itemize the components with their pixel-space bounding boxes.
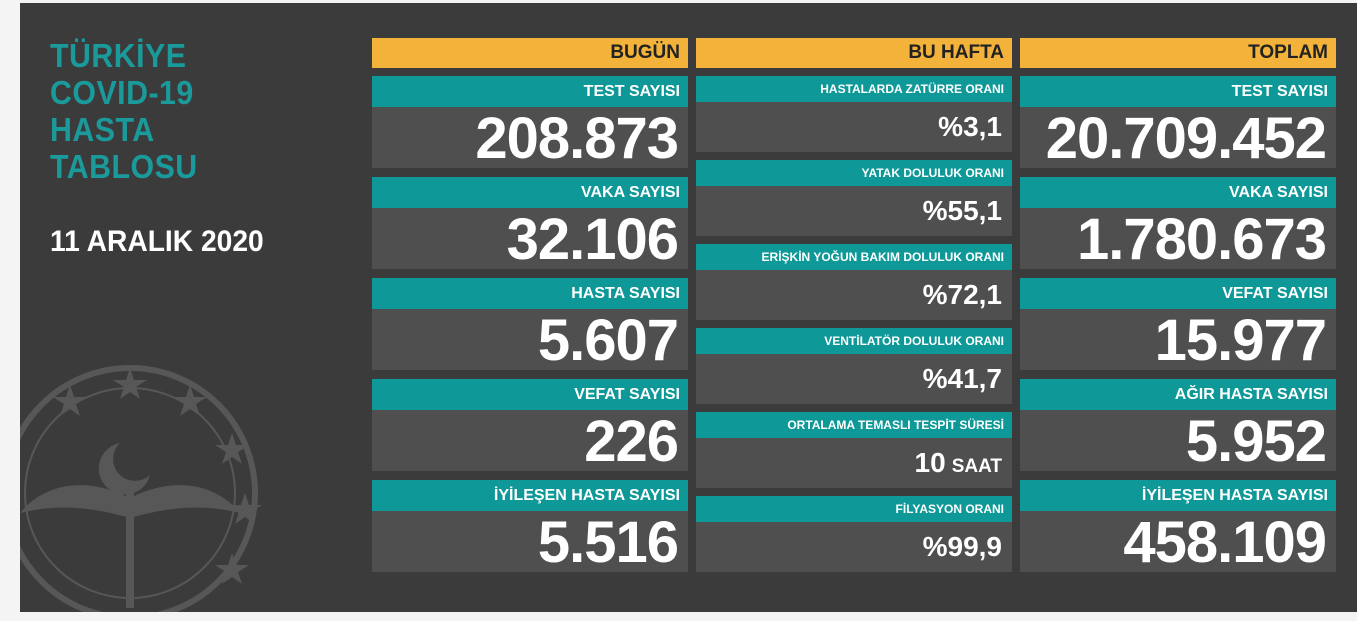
tile-week-bed-occupancy: YATAK DOLULUK ORANI %55,1 [696,160,1012,236]
tile-week-contact-time: ORTALAMA TEMASLI TESPİT SÜRESİ 10 SAAT [696,412,1012,488]
tile-total-deaths: VEFAT SAYISI 15.977 [1020,278,1336,370]
column-today: BUGÜN TEST SAYISI 208.873 VAKA SAYISI 32… [372,38,688,572]
tile-label: VAKA SAYISI [372,177,688,208]
tile-label: FİLYASYON ORANI [696,496,1012,522]
tile-value: 20.709.452 [1020,107,1336,168]
tile-label: TEST SAYISI [372,76,688,107]
tile-week-icu-occupancy: ERİŞKİN YOĞUN BAKIM DOLULUK ORANI %72,1 [696,244,1012,320]
tile-label: İYİLEŞEN HASTA SAYISI [1020,480,1336,511]
tile-value: 10 SAAT [696,438,1012,488]
tile-value: 5.607 [372,309,688,370]
tile-value: %41,7 [696,354,1012,404]
tile-label: ORTALAMA TEMASLI TESPİT SÜRESİ [696,412,1012,438]
tile-value: 208.873 [372,107,688,168]
tile-label: YATAK DOLULUK ORANI [696,160,1012,186]
column-header-week: BU HAFTA [696,38,1012,68]
tile-week-ventilator: VENTİLATÖR DOLULUK ORANI %41,7 [696,328,1012,404]
column-header-today: BUGÜN [372,38,688,68]
tile-label: AĞIR HASTA SAYISI [1020,379,1336,410]
ministry-emblem-icon [20,365,262,612]
tile-value: %3,1 [696,102,1012,152]
tile-value: 5.516 [372,511,688,572]
tile-value-unit: SAAT [951,456,1002,477]
tile-today-recovered: İYİLEŞEN HASTA SAYISI 5.516 [372,480,688,572]
tile-value: %99,9 [696,522,1012,572]
tile-total-cases: VAKA SAYISI 1.780.673 [1020,177,1336,269]
column-header-total: TOPLAM [1020,38,1336,68]
tile-label: ERİŞKİN YOĞUN BAKIM DOLULUK ORANI [696,244,1012,270]
covid-dashboard: TÜRKİYE COVID-19 HASTA TABLOSU 11 ARALIK… [20,3,1357,612]
tile-value: 5.952 [1020,410,1336,471]
tile-today-cases: VAKA SAYISI 32.106 [372,177,688,269]
tile-week-filiation: FİLYASYON ORANI %99,9 [696,496,1012,572]
tile-label: HASTA SAYISI [372,278,688,309]
tile-total-recovered: İYİLEŞEN HASTA SAYISI 458.109 [1020,480,1336,572]
tile-label: HASTALARDA ZATÜRRE ORANI [696,76,1012,102]
tile-total-critical: AĞIR HASTA SAYISI 5.952 [1020,379,1336,471]
tile-value: 226 [372,410,688,471]
tile-today-patients: HASTA SAYISI 5.607 [372,278,688,370]
tile-value: %55,1 [696,186,1012,236]
tile-label: İYİLEŞEN HASTA SAYISI [372,480,688,511]
tile-value: %72,1 [696,270,1012,320]
tile-week-pneumonia: HASTALARDA ZATÜRRE ORANI %3,1 [696,76,1012,152]
tile-label: TEST SAYISI [1020,76,1336,107]
tile-today-deaths: VEFAT SAYISI 226 [372,379,688,471]
tile-label: VENTİLATÖR DOLULUK ORANI [696,328,1012,354]
report-date: 11 ARALIK 2020 [50,225,264,258]
tile-value-number: 10 [914,447,946,478]
tile-value: 32.106 [372,208,688,269]
tile-label: VEFAT SAYISI [372,379,688,410]
tile-label: VAKA SAYISI [1020,177,1336,208]
tile-label: VEFAT SAYISI [1020,278,1336,309]
tile-value: 1.780.673 [1020,208,1336,269]
tile-total-test: TEST SAYISI 20.709.452 [1020,76,1336,168]
page-title: TÜRKİYE COVID-19 HASTA TABLOSU [50,37,198,185]
tile-value: 458.109 [1020,511,1336,572]
title-block: TÜRKİYE COVID-19 HASTA TABLOSU [50,37,211,185]
tile-today-test: TEST SAYISI 208.873 [372,76,688,168]
tile-value: 15.977 [1020,309,1336,370]
column-total: TOPLAM TEST SAYISI 20.709.452 VAKA SAYIS… [1020,38,1336,572]
column-week: BU HAFTA HASTALARDA ZATÜRRE ORANI %3,1 Y… [696,38,1012,572]
